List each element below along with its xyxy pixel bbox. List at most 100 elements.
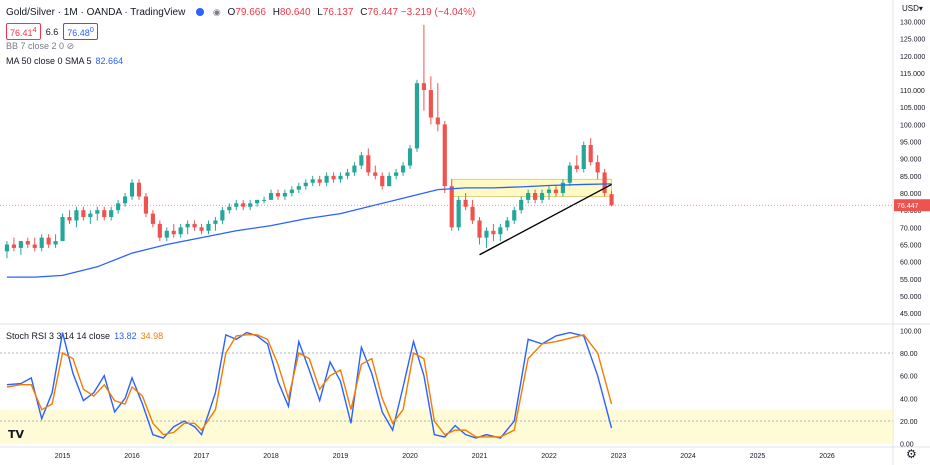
candle-down[interactable]	[380, 175, 385, 187]
candle-up[interactable]	[248, 203, 253, 207]
candle-up[interactable]	[324, 175, 329, 183]
candle-up[interactable]	[53, 241, 58, 245]
candle-up[interactable]	[539, 193, 545, 200]
candle-up[interactable]	[60, 217, 65, 242]
candle-up[interactable]	[282, 193, 288, 197]
candle-down[interactable]	[331, 175, 336, 180]
candle-up[interactable]	[581, 144, 586, 169]
candle-down[interactable]	[421, 83, 426, 91]
candle-up[interactable]	[456, 199, 461, 228]
candle-up[interactable]	[227, 206, 232, 211]
sell-button[interactable]: 76.414	[6, 23, 41, 40]
candle-up[interactable]	[303, 182, 308, 187]
candle-down[interactable]	[595, 162, 600, 173]
candle-up[interactable]	[123, 196, 128, 204]
buy-button[interactable]: 76.480	[63, 23, 98, 40]
ma-50-line[interactable]	[6, 183, 612, 278]
candle-up[interactable]	[88, 213, 93, 218]
candle-down[interactable]	[366, 155, 371, 173]
candle-up[interactable]	[178, 227, 183, 235]
ma-legend[interactable]: MA 50 close 0 SMA 5 82.664	[6, 56, 123, 66]
candle-up[interactable]	[400, 165, 406, 173]
candle-up[interactable]	[519, 199, 524, 211]
support-trendline[interactable]	[479, 183, 612, 256]
bb-legend[interactable]: BB 7 close 2 0 ⊘	[6, 41, 74, 52]
candle-down[interactable]	[199, 227, 204, 231]
candle-up[interactable]	[310, 179, 315, 183]
candle-down[interactable]	[11, 244, 16, 248]
candle-down[interactable]	[442, 124, 447, 187]
candle-down[interactable]	[67, 217, 72, 221]
candle-up[interactable]	[338, 175, 343, 180]
candle-up[interactable]	[352, 165, 357, 173]
candle-down[interactable]	[150, 213, 155, 224]
candle-up[interactable]	[526, 193, 531, 200]
stoch-rsi-legend[interactable]: Stoch RSI 3 3 14 14 close 13.82 34.98	[6, 331, 163, 341]
candle-down[interactable]	[470, 206, 475, 221]
candle-down[interactable]	[157, 223, 162, 238]
candle-down[interactable]	[25, 241, 30, 245]
candle-up[interactable]	[95, 210, 100, 214]
candle-down[interactable]	[533, 193, 538, 200]
candle-down[interactable]	[491, 230, 496, 235]
eye-off-icon[interactable]: ⊘	[66, 41, 75, 51]
candle-up[interactable]	[407, 148, 413, 166]
candle-down[interactable]	[46, 237, 51, 245]
candle-up[interactable]	[116, 203, 121, 211]
candle-up[interactable]	[296, 186, 301, 190]
candle-up[interactable]	[234, 203, 239, 207]
candle-up[interactable]	[505, 220, 510, 228]
candle-down[interactable]	[143, 196, 149, 214]
candle-up[interactable]	[164, 230, 169, 238]
candle-up[interactable]	[414, 83, 420, 149]
candle-up[interactable]	[18, 241, 23, 248]
currency-dropdown[interactable]: USD▾	[902, 4, 923, 13]
candle-up[interactable]	[498, 227, 503, 235]
candle-down[interactable]	[317, 179, 322, 183]
candle-down[interactable]	[574, 165, 579, 169]
candle-up[interactable]	[4, 244, 10, 252]
candle-down[interactable]	[81, 210, 86, 218]
candle-down[interactable]	[275, 193, 281, 197]
candle-up[interactable]	[39, 237, 44, 248]
candle-down[interactable]	[553, 189, 559, 194]
candle-up[interactable]	[359, 155, 364, 166]
candle-down[interactable]	[428, 90, 433, 118]
candle-up[interactable]	[261, 199, 267, 201]
candle-down[interactable]	[463, 199, 468, 207]
candle-down[interactable]	[373, 172, 378, 176]
candle-down[interactable]	[192, 223, 197, 228]
candle-down[interactable]	[171, 230, 176, 235]
candle-down[interactable]	[602, 172, 607, 194]
candle-down[interactable]	[32, 244, 37, 248]
candle-up[interactable]	[129, 182, 135, 197]
candle-up[interactable]	[484, 230, 489, 238]
candle-up[interactable]	[512, 210, 517, 221]
candle-down[interactable]	[102, 210, 107, 218]
candle-down[interactable]	[435, 117, 440, 125]
candle-down[interactable]	[588, 144, 593, 163]
candle-up[interactable]	[268, 193, 274, 200]
candle-up[interactable]	[546, 189, 552, 194]
candle-up[interactable]	[220, 210, 225, 221]
candle-up[interactable]	[560, 182, 565, 194]
candle-up[interactable]	[185, 223, 190, 228]
candle-up[interactable]	[255, 199, 260, 204]
candle-up[interactable]	[394, 172, 399, 176]
candle-down[interactable]	[477, 220, 482, 238]
candle-up[interactable]	[345, 172, 350, 176]
candle-up[interactable]	[289, 189, 294, 194]
candle-up[interactable]	[387, 175, 392, 187]
eye-off-icon[interactable]: ◉	[212, 7, 221, 17]
candle-up[interactable]	[109, 210, 114, 218]
tradingview-logo-icon[interactable]: TV	[8, 428, 25, 441]
candle-up[interactable]	[206, 223, 211, 231]
stoch-d-line[interactable]	[6, 334, 613, 438]
candle-down[interactable]	[136, 182, 142, 197]
candle-up[interactable]	[213, 220, 218, 224]
candle-up[interactable]	[74, 210, 79, 221]
gear-icon[interactable]: ⚙	[906, 447, 917, 461]
candle-up[interactable]	[567, 165, 572, 183]
candle-down[interactable]	[609, 194, 614, 206]
